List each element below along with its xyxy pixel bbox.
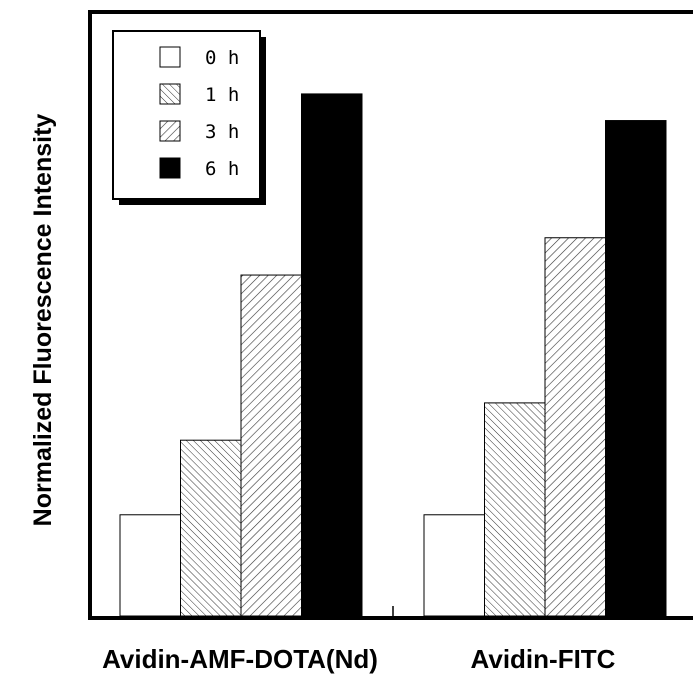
y-axis-label: Normalized Fluorescence Intensity [29, 114, 57, 527]
legend-label-0: 0 h [205, 47, 239, 69]
legend: 0 h 1 h 3 h 6 h [112, 30, 266, 205]
bar-0-0 [119, 514, 181, 617]
bars-group [119, 93, 667, 617]
bar-1-2 [544, 237, 606, 617]
category-label-0: Avidin-AMF-DOTA(Nd) [102, 644, 378, 674]
legend-label-2: 3 h [205, 121, 239, 143]
legend-label-3: 6 h [205, 158, 239, 180]
plot-frame [88, 10, 693, 620]
bar-0-1 [180, 439, 242, 617]
legend-swatch-0 [159, 46, 181, 68]
category-label-1: Avidin-FITC [471, 644, 616, 674]
legend-swatch-1 [159, 83, 181, 105]
legend-swatch-3 [159, 157, 181, 179]
bar-1-1 [484, 402, 546, 617]
bar-1-3 [605, 120, 667, 617]
legend-box [112, 30, 261, 200]
bar-0-2 [240, 274, 302, 617]
legend-label-1: 1 h [205, 84, 239, 106]
bar-1-0 [423, 514, 485, 617]
bar-0-3 [301, 93, 363, 617]
legend-swatch-2 [159, 120, 181, 142]
